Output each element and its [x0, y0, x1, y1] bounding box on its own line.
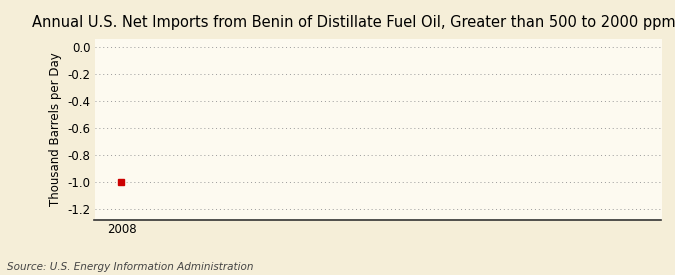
Y-axis label: Thousand Barrels per Day: Thousand Barrels per Day: [49, 52, 61, 206]
Title: Annual U.S. Net Imports from Benin of Distillate Fuel Oil, Greater than 500 to 2: Annual U.S. Net Imports from Benin of Di…: [32, 15, 675, 31]
Text: Source: U.S. Energy Information Administration: Source: U.S. Energy Information Administ…: [7, 262, 253, 272]
